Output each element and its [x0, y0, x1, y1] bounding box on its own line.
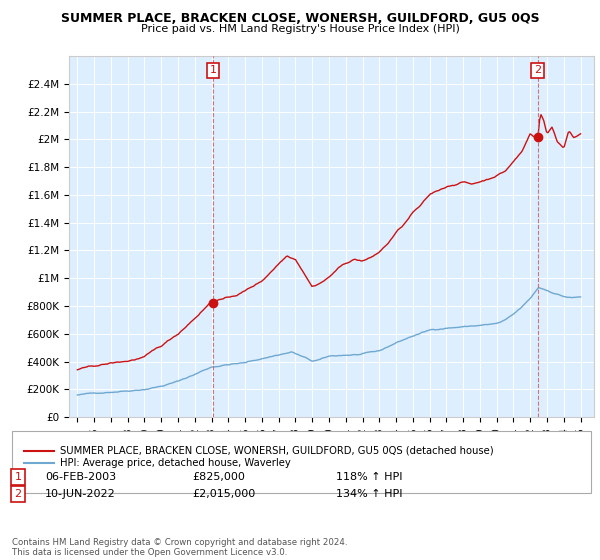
Text: 2: 2	[534, 66, 541, 76]
Text: SUMMER PLACE, BRACKEN CLOSE, WONERSH, GUILDFORD, GU5 0QS: SUMMER PLACE, BRACKEN CLOSE, WONERSH, GU…	[61, 12, 539, 25]
Text: Contains HM Land Registry data © Crown copyright and database right 2024.
This d: Contains HM Land Registry data © Crown c…	[12, 538, 347, 557]
Text: £2,015,000: £2,015,000	[192, 489, 255, 499]
Text: 118% ↑ HPI: 118% ↑ HPI	[336, 472, 403, 482]
Text: 134% ↑ HPI: 134% ↑ HPI	[336, 489, 403, 499]
Text: 10-JUN-2022: 10-JUN-2022	[45, 489, 116, 499]
Text: £825,000: £825,000	[192, 472, 245, 482]
Text: 1: 1	[14, 472, 22, 482]
Text: SUMMER PLACE, BRACKEN CLOSE, WONERSH, GUILDFORD, GU5 0QS (detached house): SUMMER PLACE, BRACKEN CLOSE, WONERSH, GU…	[60, 446, 494, 456]
Text: 06-FEB-2003: 06-FEB-2003	[45, 472, 116, 482]
Text: 2: 2	[14, 489, 22, 499]
Text: 1: 1	[209, 66, 217, 76]
Text: HPI: Average price, detached house, Waverley: HPI: Average price, detached house, Wave…	[60, 458, 291, 468]
Text: Price paid vs. HM Land Registry's House Price Index (HPI): Price paid vs. HM Land Registry's House …	[140, 24, 460, 34]
